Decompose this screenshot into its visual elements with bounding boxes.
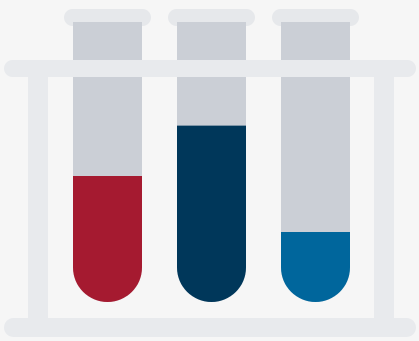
tube-2-liquid [177, 125, 246, 303]
rack-left-leg [28, 74, 48, 324]
tube-1-cap [64, 9, 151, 26]
tube-3-liquid [281, 232, 350, 303]
test-tube-2 [168, 9, 255, 303]
test-tube-1 [64, 9, 151, 303]
rack-base [4, 318, 416, 337]
test-tube-3 [272, 9, 359, 303]
rack-top-bar [4, 60, 416, 77]
tube-1-liquid [73, 176, 142, 303]
tube-3-cap [272, 9, 359, 26]
tube-2-cap [168, 9, 255, 26]
rack-right-leg [374, 74, 394, 324]
